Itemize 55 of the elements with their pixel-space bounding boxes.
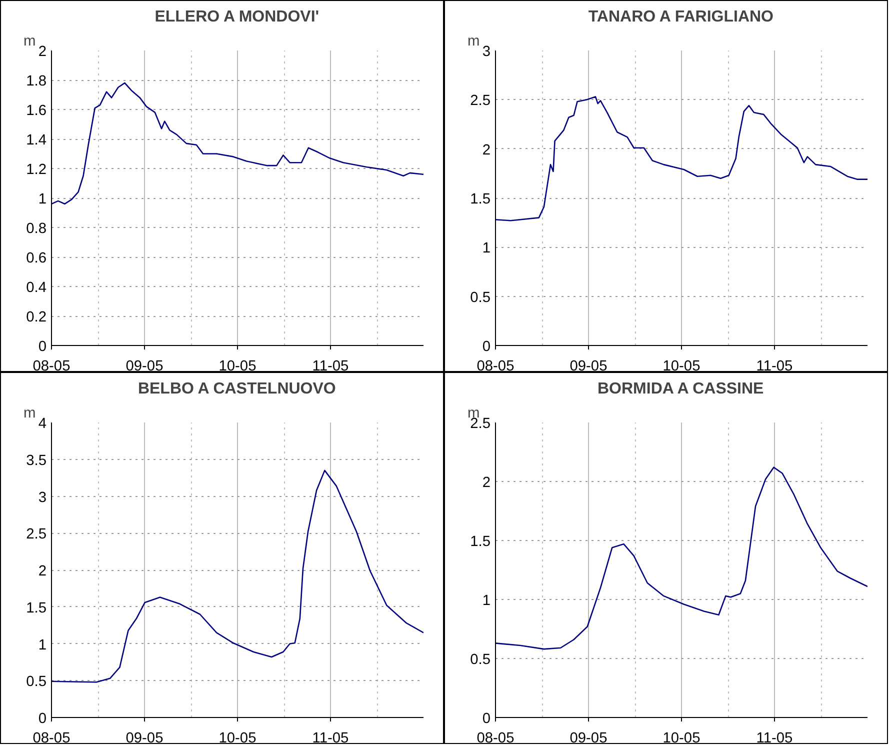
y-tick-label: 0 <box>482 711 491 727</box>
y-tick-label: 1.2 <box>26 162 46 178</box>
y-tick-label: 3 <box>482 44 491 60</box>
x-tick-label: 10-05 <box>218 358 256 374</box>
x-tick-label: 09-05 <box>126 358 164 374</box>
y-tick-label: 2 <box>482 142 491 158</box>
y-tick-label: 2 <box>482 475 491 491</box>
y-tick-label: 1.8 <box>26 74 46 90</box>
y-tick-label: 3.5 <box>26 452 46 469</box>
y-tick-label: 2.5 <box>470 93 490 110</box>
y-tick-label: 0.6 <box>26 250 46 266</box>
x-tick-label: 10-05 <box>662 358 700 374</box>
y-tick-label: 0 <box>482 339 491 355</box>
y-tick-label: 1.5 <box>470 192 490 208</box>
y-tick-label: 0.4 <box>26 280 46 296</box>
y-tick-label: 2 <box>38 44 47 60</box>
y-tick-label: 0.2 <box>26 310 46 326</box>
chart-title: BORMIDA A CASSINE <box>597 380 764 398</box>
x-tick-label: 11-05 <box>312 358 349 374</box>
x-tick-label: 10-05 <box>662 730 700 746</box>
x-tick-label: 08-05 <box>476 358 514 374</box>
y-tick-label: 2.5 <box>26 526 46 543</box>
y-tick-label: 0 <box>38 711 47 727</box>
y-tick-label: 0.5 <box>470 290 490 306</box>
x-tick-label: 08-05 <box>476 730 514 746</box>
y-tick-label: 2 <box>38 564 47 580</box>
chart-title: BELBO A CASTELNUOVO <box>138 380 336 398</box>
y-tick-label: 4 <box>38 416 47 432</box>
x-tick-label: 08-05 <box>32 358 70 374</box>
x-tick-label: 09-05 <box>570 358 608 374</box>
y-axis-title: m <box>24 34 36 50</box>
y-tick-label: 0.5 <box>26 674 46 690</box>
y-tick-label: 1 <box>38 637 47 654</box>
x-tick-label: 09-05 <box>570 730 608 746</box>
y-tick-label: 1 <box>38 192 47 208</box>
x-tick-label: 10-05 <box>218 730 256 746</box>
y-tick-label: 1.6 <box>26 103 46 119</box>
y-axis-title: m <box>24 406 36 422</box>
x-tick-label: 11-05 <box>756 730 793 746</box>
x-tick-label: 11-05 <box>312 730 349 746</box>
x-tick-label: 09-05 <box>126 730 164 746</box>
y-tick-label: 1 <box>482 240 491 257</box>
y-tick-label: 0 <box>38 339 47 355</box>
y-tick-label: 1.4 <box>26 132 46 148</box>
chart-title: TANARO A FARIGLIANO <box>588 8 774 26</box>
chart-title: ELLERO A MONDOVI' <box>154 8 320 26</box>
y-tick-label: 1 <box>482 593 491 609</box>
y-tick-label: 3 <box>38 490 47 506</box>
y-tick-label: 0.8 <box>26 221 46 237</box>
x-tick-label: 11-05 <box>756 358 793 374</box>
y-tick-label: 1.5 <box>470 534 490 550</box>
y-tick-label: 0.5 <box>470 652 490 668</box>
y-axis-title: m <box>468 34 480 50</box>
y-tick-label: 1.5 <box>26 600 46 616</box>
x-tick-label: 08-05 <box>32 730 70 746</box>
